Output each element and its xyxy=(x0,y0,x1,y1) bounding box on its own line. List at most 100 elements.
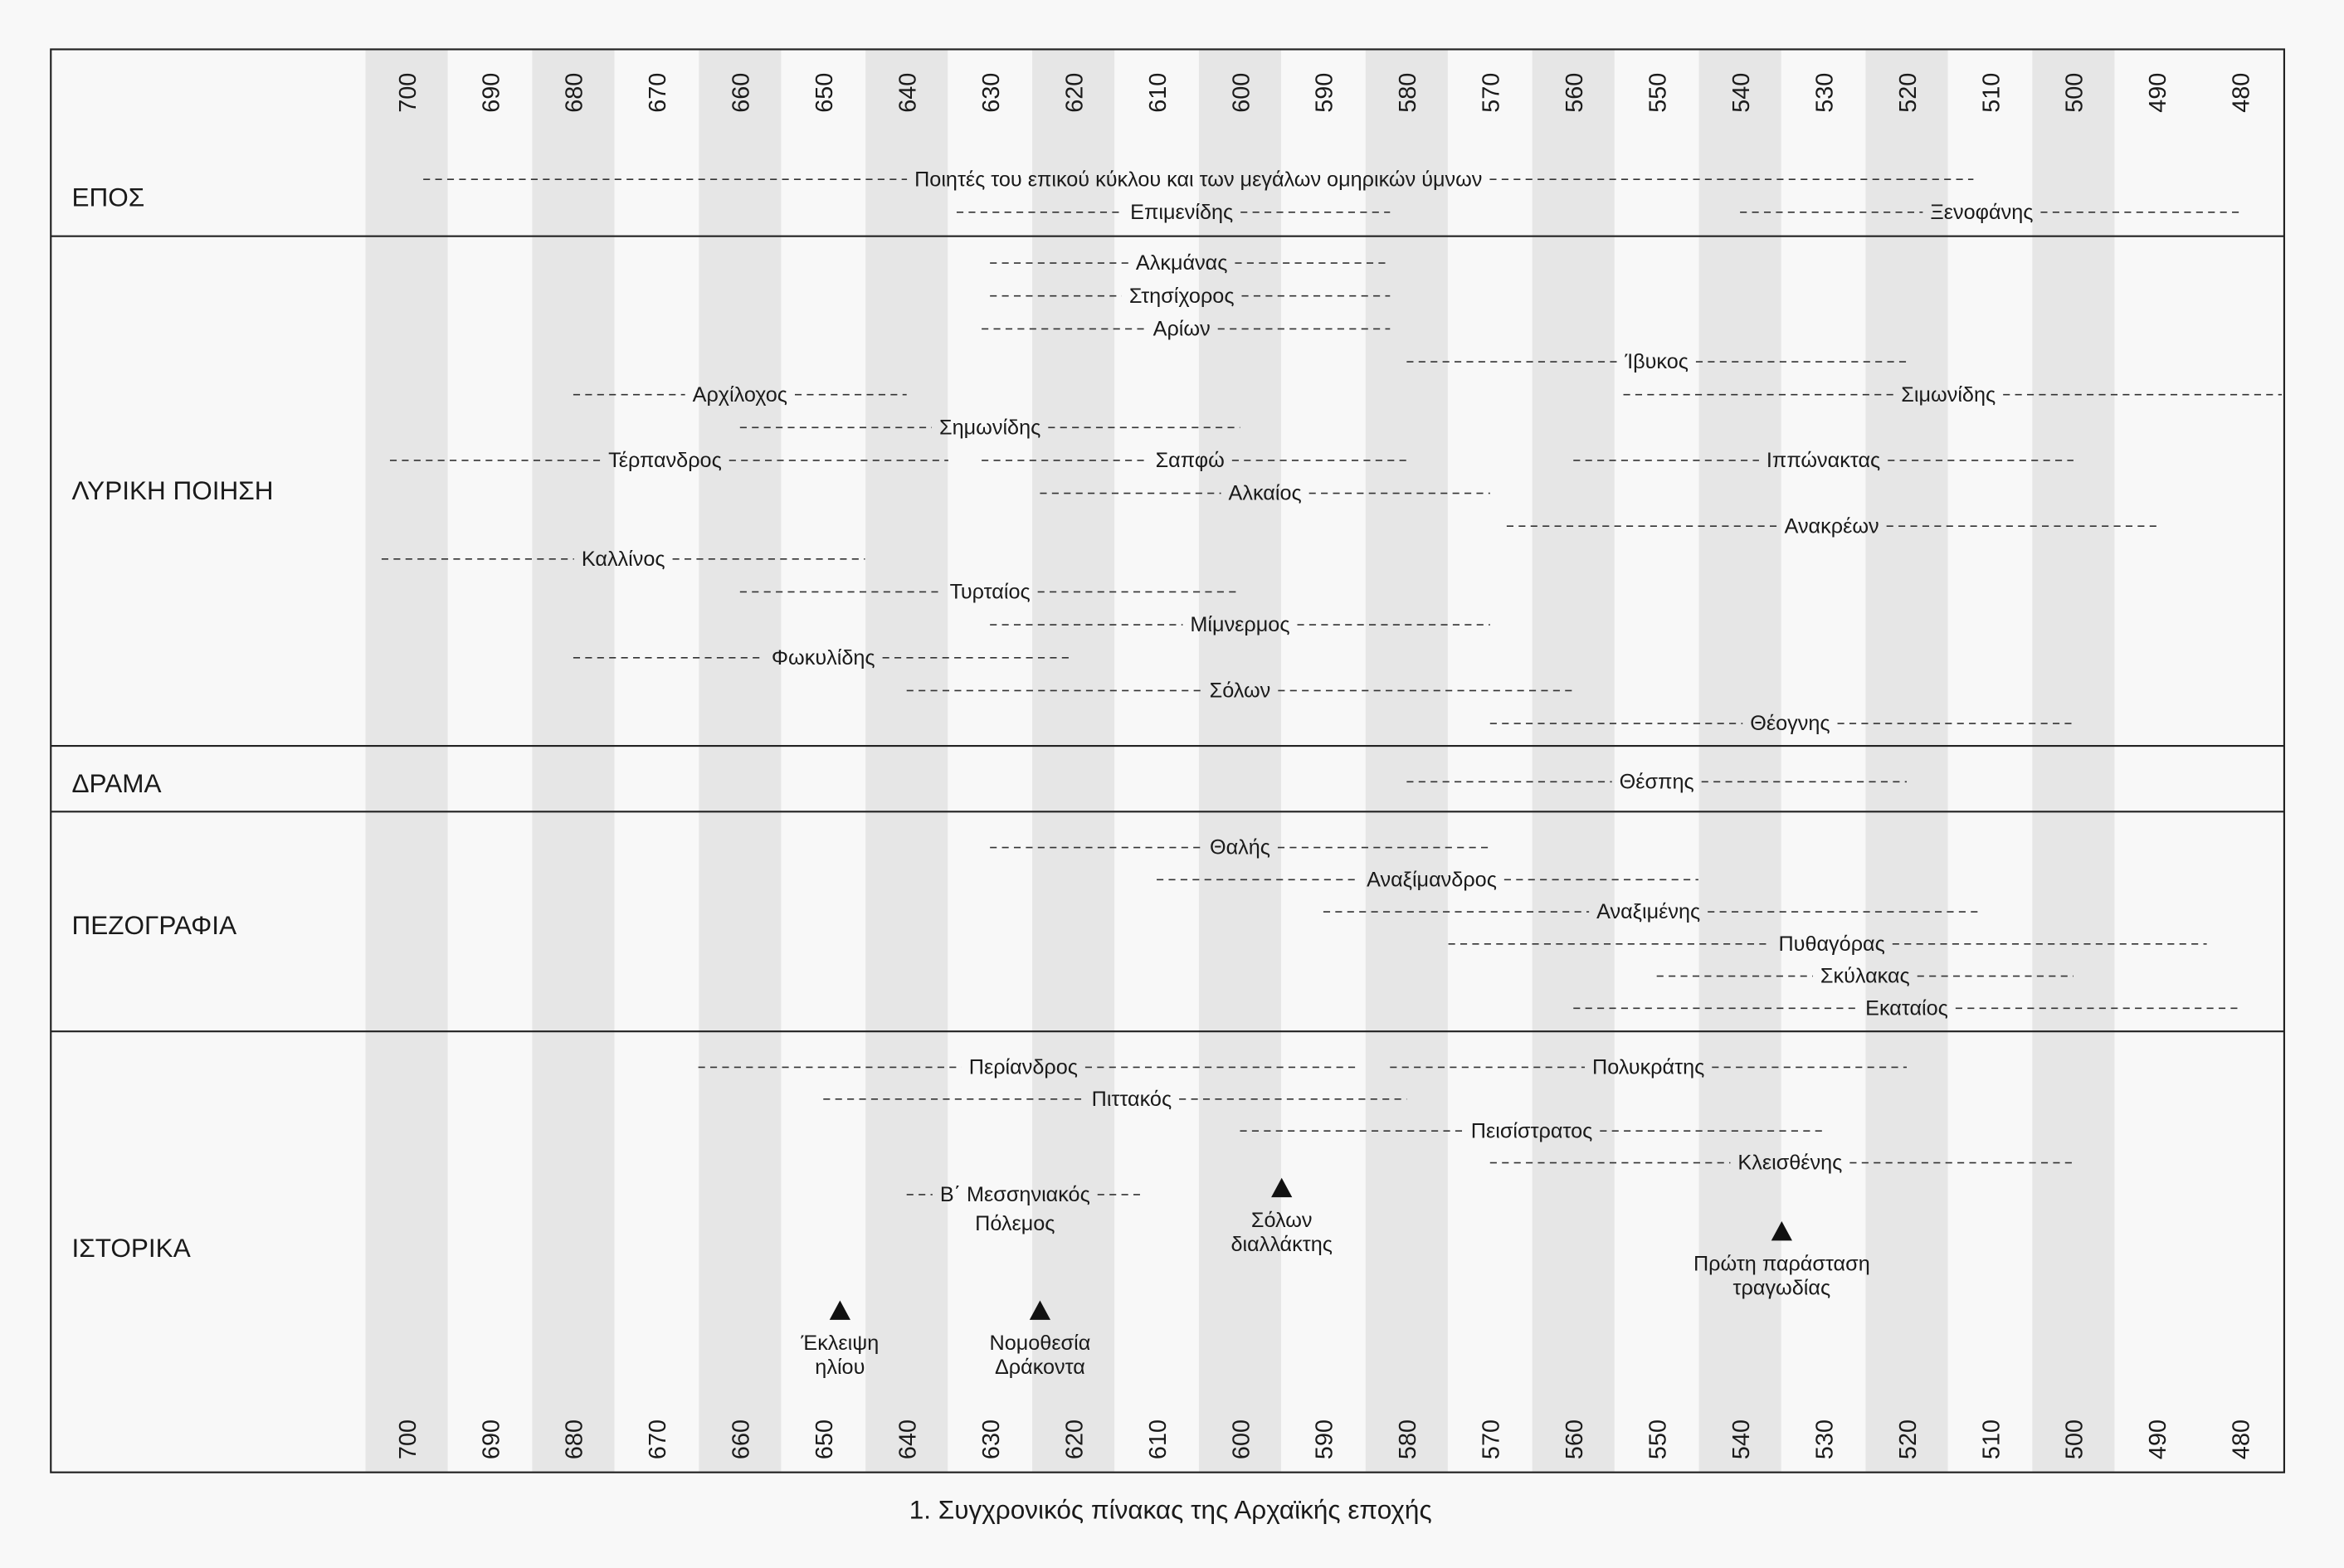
top-year-tick: 690 xyxy=(478,73,504,113)
bottom-year-tick: 600 xyxy=(1228,1419,1255,1459)
timeline-entry: Θαλής xyxy=(990,836,1490,859)
outer-border xyxy=(50,48,2286,1473)
shaded-band xyxy=(1198,49,1282,1473)
shaded-band xyxy=(865,49,948,1473)
timeline-entry: Πυθαγόρας xyxy=(1448,933,2207,956)
shaded-band xyxy=(1532,49,1615,1473)
timeline-entry: Β΄ Μεσσηνιακός Πόλεμος xyxy=(906,1183,1140,1235)
section-title: ΔΡΑΜΑ xyxy=(71,768,161,798)
bottom-year-tick: 500 xyxy=(2062,1419,2088,1459)
entry-label: Μίμνερμος xyxy=(1190,613,1289,636)
timeline-entry: Θέσπης xyxy=(1406,770,1908,793)
top-year-tick: 500 xyxy=(2062,73,2088,113)
timeline-entry: Σκύλακας xyxy=(1656,965,2074,988)
timeline-entry: Αναξιμένης xyxy=(1323,900,1982,923)
shaded-band xyxy=(1032,49,1115,1473)
entry-label: Αλκαίος xyxy=(1229,482,1302,505)
section-title: ΙΣΤΟΡΙΚΑ xyxy=(71,1233,190,1263)
bottom-year-tick: 580 xyxy=(1395,1419,1421,1459)
shaded-band xyxy=(1865,49,1948,1473)
event-label: Σόλων xyxy=(1251,1209,1313,1232)
top-year-tick: 660 xyxy=(729,73,755,113)
entry-label: Αρίων xyxy=(1153,317,1211,340)
timeline-entry: Κλεισθένης xyxy=(1489,1152,2074,1175)
bottom-year-tick: 640 xyxy=(895,1419,922,1459)
entry-label: Σόλων xyxy=(1210,679,1271,703)
bottom-year-tick: 570 xyxy=(1479,1419,1505,1459)
timeline-entry: Εκαταίος xyxy=(1573,996,2240,1020)
bottom-year-tick: 530 xyxy=(1811,1419,1838,1459)
top-year-tick: 700 xyxy=(395,73,422,113)
top-year-tick: 630 xyxy=(978,73,1005,113)
timeline-entry: Σαπφώ xyxy=(982,449,1407,472)
entry-label: Ιππώνακτας xyxy=(1767,449,1880,472)
entry-label: Καλλίνος xyxy=(582,548,665,571)
timeline-entry: Αναξίμανδρος xyxy=(1157,868,1698,891)
entry-label: Θέσπης xyxy=(1620,770,1694,793)
timeline-entry: Θέογνης xyxy=(1489,712,2074,735)
timeline-entry: Αρίων xyxy=(982,317,1391,340)
entry-label: Σκύλακας xyxy=(1820,965,1910,988)
entry-label: Σαπφώ xyxy=(1156,449,1225,472)
bottom-year-tick: 560 xyxy=(1562,1419,1588,1459)
top-year-tick: 590 xyxy=(1312,73,1338,113)
timeline-entry: Πολυκράτης xyxy=(1390,1056,1908,1079)
entry-label: Θαλής xyxy=(1210,836,1270,859)
top-year-tick: 680 xyxy=(562,73,588,113)
entry-label: Πεισίστρατος xyxy=(1471,1119,1592,1142)
bottom-year-tick: 610 xyxy=(1145,1419,1172,1459)
timeline-entry: Τέρπανδρος xyxy=(389,449,948,472)
timeline-entry: Περίανδρος xyxy=(698,1056,1357,1079)
event-label: Νομοθεσία xyxy=(990,1332,1091,1355)
entry-label: Περίανδρος xyxy=(969,1056,1078,1079)
entry-label: Κλεισθένης xyxy=(1737,1152,1842,1175)
entry-label: Πυθαγόρας xyxy=(1778,933,1884,956)
top-year-tick: 640 xyxy=(895,73,922,113)
entry-label: Ανακρέων xyxy=(1785,514,1879,538)
timeline-entry: Επιμενίδης xyxy=(956,201,1391,224)
timeline-entry: Ξενοφάνης xyxy=(1740,201,2240,224)
bottom-year-tick: 670 xyxy=(645,1419,671,1459)
event-label: Δράκοντα xyxy=(995,1356,1085,1379)
entry-label: Ίβυκος xyxy=(1624,350,1688,373)
timeline-entry: Αλκμάνας xyxy=(990,251,1391,275)
bottom-year-tick: 660 xyxy=(729,1419,755,1459)
top-year-tick: 580 xyxy=(1395,73,1421,113)
entry-label: Β΄ Μεσσηνιακός xyxy=(940,1183,1090,1206)
entry-label: Αναξιμένης xyxy=(1596,900,1700,923)
bottom-year-tick: 650 xyxy=(811,1419,838,1459)
top-year-tick: 510 xyxy=(1978,73,2005,113)
top-year-tick: 620 xyxy=(1061,73,1088,113)
bottom-year-tick: 620 xyxy=(1061,1419,1088,1459)
timeline-entry: Τυρταίος xyxy=(739,581,1240,604)
top-year-tick: 560 xyxy=(1562,73,1588,113)
entry-label: Φωκυλίδης xyxy=(772,646,875,670)
section-title: ΛΥΡΙΚΗ ΠΟΙΗΣΗ xyxy=(71,475,273,505)
entry-label: Τέρπανδρος xyxy=(608,449,722,472)
event-label: τραγωδίας xyxy=(1733,1276,1831,1299)
section-title: ΠΕΖΟΓΡΑΦΙΑ xyxy=(71,910,236,940)
entry-label: Σημωνίδης xyxy=(939,416,1040,439)
bottom-year-tick: 510 xyxy=(1978,1419,2005,1459)
event-label: Πρώτη παράσταση xyxy=(1693,1252,1870,1275)
shaded-bands xyxy=(365,49,2115,1473)
entry-label: Εκαταίος xyxy=(1865,996,1948,1020)
top-year-tick: 610 xyxy=(1145,73,1172,113)
timeline-entry: Σιμωνίδης xyxy=(1623,383,2283,407)
entry-label: Πιττακός xyxy=(1092,1088,1172,1111)
timeline-entries: ΕΠΟΣ Ποιητές του επικού κύκλου και των με… xyxy=(71,168,2283,1379)
bottom-year-tick: 680 xyxy=(562,1419,588,1459)
entry-label: Ξενοφάνης xyxy=(1930,201,2033,224)
bottom-year-tick: 630 xyxy=(978,1419,1005,1459)
timeline-entry: Ίβυκος xyxy=(1406,350,1908,373)
entry-label: Πολυκράτης xyxy=(1592,1056,1704,1079)
event-label: διαλλάκτης xyxy=(1231,1233,1333,1256)
shaded-band xyxy=(699,49,782,1473)
timeline-entry: Ανακρέων xyxy=(1506,514,2157,538)
timeline-entry: Ποιητές του επικού κύκλου και των μεγάλω… xyxy=(423,168,1974,191)
shaded-band xyxy=(365,49,448,1473)
entry-label: Τυρταίος xyxy=(950,581,1031,604)
timeline-entry: Μίμνερμος xyxy=(990,613,1490,636)
entry-label: Σιμωνίδης xyxy=(1901,383,1996,407)
